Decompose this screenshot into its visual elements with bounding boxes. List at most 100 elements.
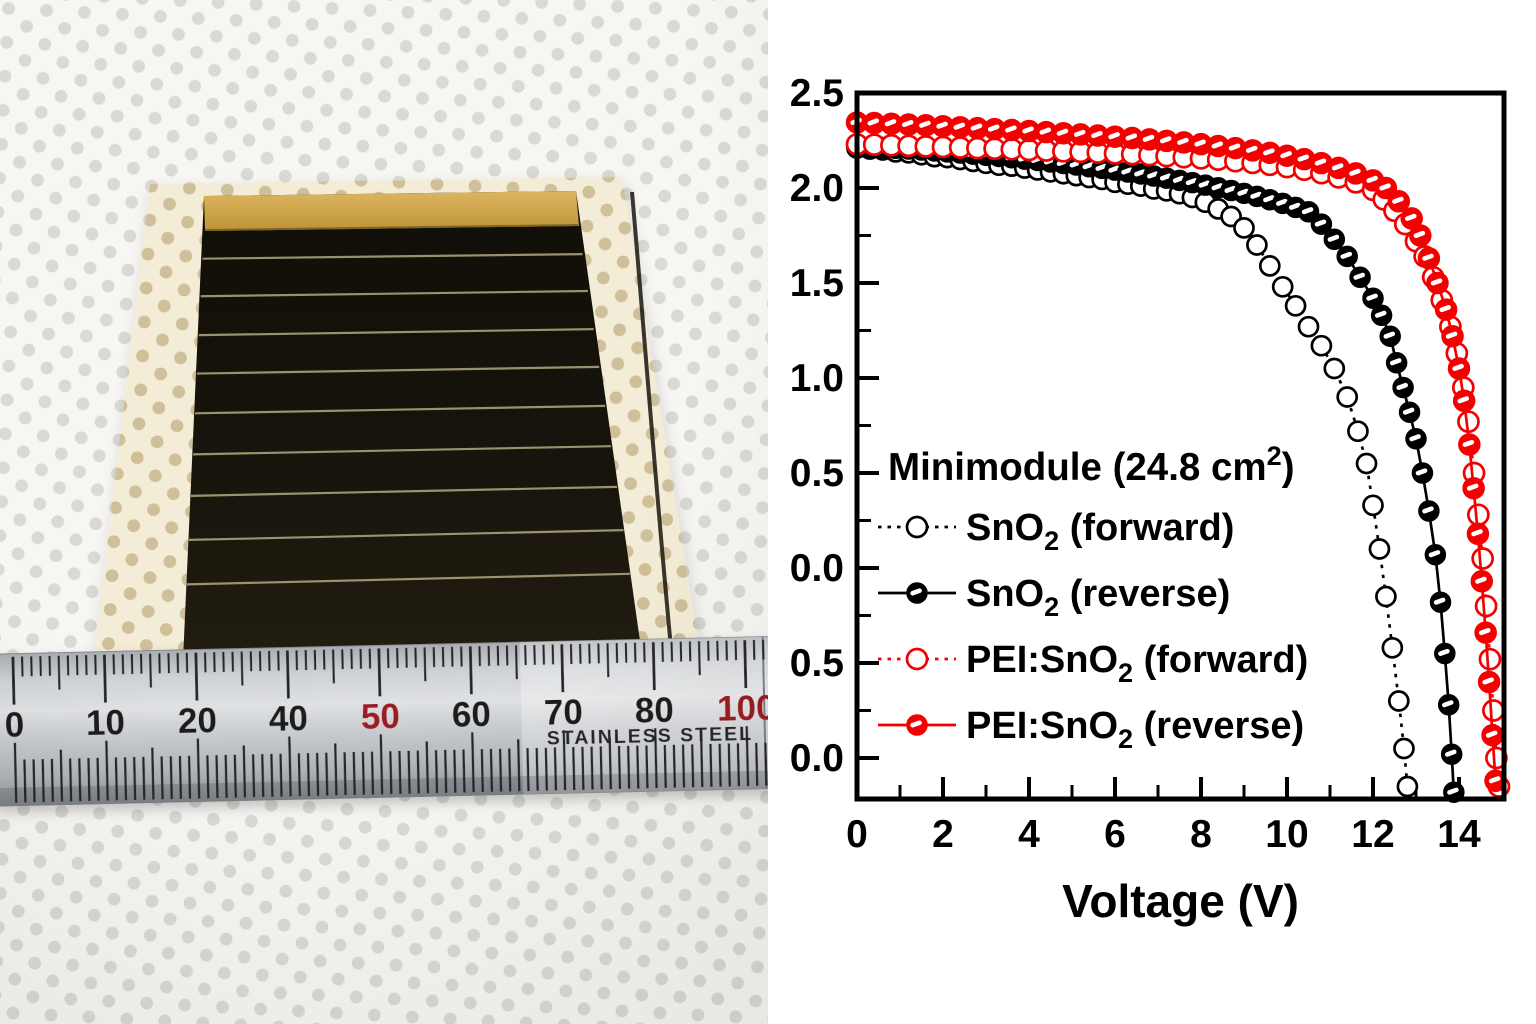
data-marker-open <box>905 515 929 539</box>
data-marker-gleam <box>1366 175 1378 183</box>
data-marker-open <box>1474 594 1498 618</box>
data-marker-open <box>1336 386 1359 408</box>
data-marker-gleam <box>1276 198 1288 206</box>
legend: Minimodule (24.8 cm2) SnO2 (forward) SnO2 … <box>878 441 1308 754</box>
data-marker-gleam <box>1478 627 1491 636</box>
data-marker-open <box>1393 737 1415 760</box>
legend-entry-label: PEI:SnO2 (forward) <box>966 639 1308 688</box>
x-axis-tick-label: 4 <box>1018 813 1040 856</box>
x-axis-title: Voltage (V) <box>1062 875 1299 927</box>
data-marker-gleam <box>1159 136 1172 144</box>
data-marker-gleam <box>1389 358 1402 366</box>
x-axis-tick-label: 0 <box>846 813 868 856</box>
data-marker-gleam <box>1121 167 1133 175</box>
data-marker-open <box>1375 585 1397 608</box>
data-marker-gleam <box>1415 468 1428 476</box>
data-marker-gleam <box>1211 141 1224 149</box>
data-marker-gleam <box>1301 207 1314 215</box>
data-marker-gleam <box>1444 749 1457 757</box>
data-marker-open <box>1381 636 1404 659</box>
data-marker-gleam <box>1379 183 1391 191</box>
data-marker-gleam <box>1413 230 1426 239</box>
legend-entry: PEI:SnO2 (reverse) <box>878 705 1304 754</box>
data-marker-gleam <box>970 123 983 131</box>
data-marker-open <box>1284 294 1307 317</box>
data-marker-gleam <box>1194 139 1206 147</box>
data-marker-gleam <box>901 119 914 128</box>
data-marker-gleam <box>1433 597 1446 605</box>
y-axis-tick-label: 0.0 <box>790 547 844 590</box>
data-marker-gleam <box>1095 163 1107 171</box>
data-marker-open <box>1482 699 1505 722</box>
legend-entry-label: PEI:SnO2 (reverse) <box>966 705 1304 754</box>
y-axis-tick-label: 1.5 <box>790 262 844 305</box>
data-marker-gleam <box>1439 304 1451 313</box>
y-axis-tick-label: 2.0 <box>790 167 844 210</box>
data-marker-gleam <box>1314 158 1327 166</box>
x-axis-tick-label: 6 <box>1104 813 1126 856</box>
photo-vignette <box>0 0 768 1024</box>
data-marker-gleam <box>1022 126 1034 134</box>
data-marker-gleam <box>1280 151 1292 159</box>
data-marker-gleam <box>919 120 931 128</box>
data-marker-open <box>1246 234 1268 256</box>
legend-entry: PEI:SnO2 (forward) <box>878 639 1308 688</box>
data-marker-gleam <box>1422 253 1434 261</box>
data-marker-gleam <box>1142 134 1155 142</box>
data-marker-gleam <box>1263 195 1275 203</box>
legend-entry-label: SnO2 (forward) <box>966 507 1234 556</box>
data-marker-open <box>1310 334 1333 357</box>
data-marker-open <box>1355 452 1378 475</box>
y-axis-tick-label: 1.0 <box>790 357 844 400</box>
data-marker-gleam <box>910 720 922 728</box>
data-marker-gleam <box>1452 363 1464 372</box>
legend-entry: SnO2 (forward) <box>878 507 1234 556</box>
legend-entry: SnO2 (reverse) <box>878 573 1230 622</box>
plot-frame <box>854 90 1507 802</box>
x-axis-tick-label: 10 <box>1265 813 1308 856</box>
data-marker-gleam <box>1172 175 1185 183</box>
data-marker-gleam <box>1409 434 1421 442</box>
data-marker-gleam <box>1405 213 1417 221</box>
data-marker-gleam <box>1245 145 1258 153</box>
data-marker-gleam <box>1396 382 1408 391</box>
data-marker-open <box>1362 494 1384 517</box>
data-marker-gleam <box>1349 168 1361 176</box>
data-marker-gleam <box>1159 173 1172 181</box>
data-marker-gleam <box>1134 169 1146 177</box>
data-marker-gleam <box>1327 234 1340 242</box>
data-marker-gleam <box>1108 132 1120 140</box>
data-marker-gleam <box>1353 272 1365 280</box>
data-marker-gleam <box>1457 396 1470 404</box>
series-pei-sno2-reverse- <box>845 111 1507 793</box>
data-marker-gleam <box>1177 137 1189 145</box>
data-marker-gleam <box>1340 251 1353 259</box>
jv-chart: 2.52.01.51.00.50.00.50.00 2 4 6 8 10 12 14Volta… <box>790 72 1511 927</box>
data-marker-gleam <box>936 121 948 129</box>
data-marker-open <box>1297 315 1320 338</box>
x-axis-tick-label: 14 <box>1437 813 1481 856</box>
data-marker-gleam <box>1224 185 1236 193</box>
data-marker-open <box>1258 255 1281 277</box>
data-marker-gleam <box>1475 576 1487 584</box>
data-marker-gleam <box>1392 196 1404 204</box>
data-marker-open <box>1471 547 1495 570</box>
data-marker-gleam <box>1091 130 1103 139</box>
y-axis-tick-label: 0.5 <box>790 452 844 495</box>
x-axis-tick-label: 12 <box>1351 813 1394 856</box>
data-marker-gleam <box>1428 550 1441 558</box>
data-marker-open <box>1347 420 1369 443</box>
data-marker-gleam <box>1250 191 1262 199</box>
y-axis-tick-label: 0.0 <box>790 737 844 780</box>
data-marker-gleam <box>1366 293 1378 301</box>
minimodule-photo: 010204050607080100STAINLESS STEEL <box>0 0 768 1024</box>
data-marker-gleam <box>953 122 966 130</box>
data-marker-gleam <box>1374 310 1387 318</box>
data-marker-gleam <box>1073 129 1086 137</box>
y-axis-tick-label: 2.5 <box>790 72 844 115</box>
data-marker-gleam <box>1402 407 1415 415</box>
data-marker-open <box>1323 357 1346 380</box>
jv-chart-panel: 2.5 2.0 1.5 1.0 0.5 0.0 0.5 0.0 0 2 4 6 8 10 12 14 Volta… <box>768 0 1536 1024</box>
data-marker-gleam <box>910 588 922 596</box>
data-marker-open <box>1387 690 1410 712</box>
